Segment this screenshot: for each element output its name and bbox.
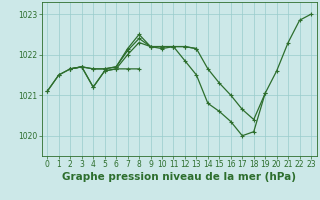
X-axis label: Graphe pression niveau de la mer (hPa): Graphe pression niveau de la mer (hPa) (62, 172, 296, 182)
